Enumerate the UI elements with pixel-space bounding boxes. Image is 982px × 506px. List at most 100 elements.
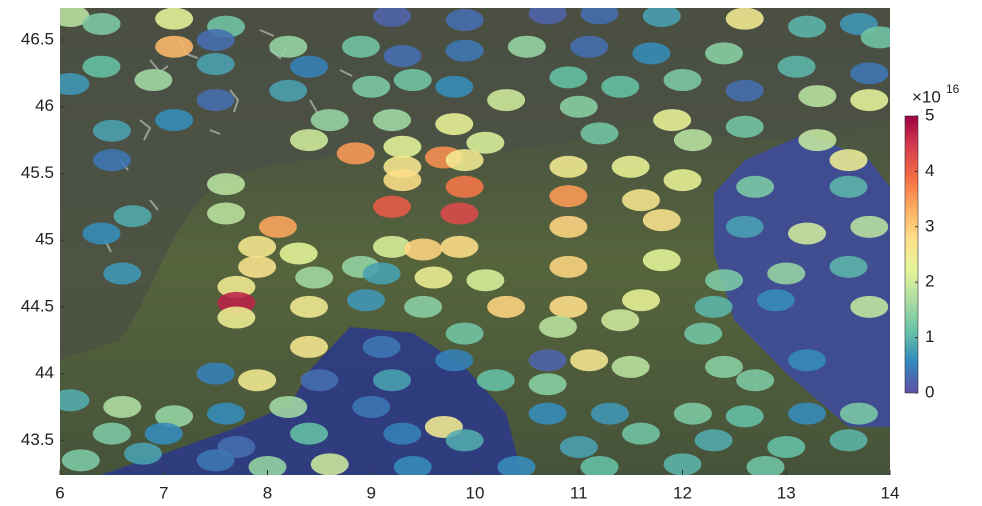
data-ellipse bbox=[788, 16, 826, 38]
data-ellipse bbox=[778, 56, 816, 78]
data-ellipse bbox=[383, 136, 421, 158]
data-ellipse bbox=[238, 256, 276, 278]
data-ellipse bbox=[549, 156, 587, 178]
data-ellipse bbox=[103, 263, 141, 285]
data-ellipse bbox=[290, 336, 328, 358]
data-ellipse bbox=[290, 56, 328, 78]
data-ellipse bbox=[861, 26, 899, 48]
data-ellipse bbox=[674, 129, 712, 151]
data-ellipse bbox=[311, 109, 349, 131]
data-ellipse bbox=[653, 109, 691, 131]
data-ellipse bbox=[726, 216, 764, 238]
data-ellipse bbox=[446, 176, 484, 198]
y-tick-label: 45 bbox=[35, 230, 54, 249]
data-ellipse bbox=[549, 66, 587, 88]
data-ellipse bbox=[664, 69, 702, 91]
data-ellipse bbox=[736, 176, 774, 198]
data-ellipse bbox=[373, 109, 411, 131]
data-ellipse bbox=[788, 222, 826, 244]
data-ellipse bbox=[612, 156, 650, 178]
data-ellipse bbox=[477, 369, 515, 391]
data-ellipse bbox=[373, 369, 411, 391]
data-ellipse bbox=[238, 369, 276, 391]
data-ellipse bbox=[197, 89, 235, 111]
data-ellipse bbox=[269, 36, 307, 58]
data-ellipse bbox=[664, 169, 702, 191]
colorbar bbox=[905, 116, 918, 393]
data-ellipse bbox=[830, 256, 868, 278]
data-ellipse bbox=[570, 36, 608, 58]
x-tick-label: 11 bbox=[570, 483, 588, 502]
data-ellipse bbox=[290, 296, 328, 318]
data-ellipse bbox=[435, 349, 473, 371]
x-tick-label: 12 bbox=[673, 483, 692, 502]
data-ellipse bbox=[155, 109, 193, 131]
colorbar-tick-label: 3 bbox=[925, 216, 934, 235]
y-tick-label: 43.5 bbox=[21, 430, 54, 449]
data-ellipse bbox=[726, 116, 764, 138]
data-ellipse bbox=[197, 363, 235, 385]
data-ellipse bbox=[93, 423, 131, 445]
data-ellipse bbox=[124, 443, 162, 465]
data-ellipse bbox=[93, 149, 131, 171]
data-ellipse bbox=[311, 453, 349, 475]
data-ellipse bbox=[155, 36, 193, 58]
data-ellipse bbox=[197, 53, 235, 75]
data-ellipse bbox=[446, 149, 484, 171]
data-ellipse bbox=[643, 5, 681, 27]
data-ellipse bbox=[435, 113, 473, 135]
data-ellipse bbox=[207, 202, 245, 224]
data-ellipse bbox=[695, 296, 733, 318]
colorbar-tick-label: 0 bbox=[925, 382, 934, 401]
data-ellipse bbox=[383, 169, 421, 191]
data-ellipse bbox=[798, 85, 836, 107]
data-ellipse bbox=[352, 76, 390, 98]
data-ellipse bbox=[145, 423, 183, 445]
data-ellipse bbox=[695, 429, 733, 451]
y-tick-label: 46.5 bbox=[21, 30, 54, 49]
x-tick-label: 10 bbox=[466, 483, 485, 502]
y-tick-label: 44 bbox=[35, 363, 54, 382]
data-ellipse bbox=[684, 323, 722, 345]
x-tick-label: 9 bbox=[367, 483, 376, 502]
data-ellipse bbox=[440, 236, 478, 258]
x-tick-label: 6 bbox=[55, 483, 64, 502]
data-ellipse bbox=[103, 396, 141, 418]
data-ellipse bbox=[446, 40, 484, 62]
data-ellipse bbox=[352, 396, 390, 418]
data-ellipse bbox=[383, 45, 421, 67]
data-ellipse bbox=[705, 269, 743, 291]
data-ellipse bbox=[674, 403, 712, 425]
data-ellipse bbox=[747, 456, 785, 478]
data-ellipse bbox=[466, 269, 504, 291]
data-ellipse bbox=[539, 316, 577, 338]
data-ellipse bbox=[798, 129, 836, 151]
data-ellipse bbox=[612, 356, 650, 378]
data-ellipse bbox=[373, 196, 411, 218]
colorbar-exponent: 16 bbox=[946, 82, 960, 96]
data-ellipse bbox=[373, 5, 411, 27]
data-ellipse bbox=[498, 456, 536, 478]
data-ellipse bbox=[290, 129, 328, 151]
data-ellipse bbox=[337, 142, 375, 164]
y-tick-label: 44.5 bbox=[21, 296, 54, 315]
data-ellipse bbox=[134, 69, 172, 91]
data-ellipse bbox=[383, 423, 421, 445]
x-tick-label: 13 bbox=[777, 483, 796, 502]
data-ellipse bbox=[197, 449, 235, 471]
data-ellipse bbox=[581, 2, 619, 24]
data-ellipse bbox=[415, 267, 453, 289]
data-ellipse bbox=[601, 76, 639, 98]
data-ellipse bbox=[529, 2, 567, 24]
data-ellipse bbox=[549, 256, 587, 278]
data-ellipse bbox=[51, 389, 89, 411]
data-ellipse bbox=[238, 236, 276, 258]
data-ellipse bbox=[705, 42, 743, 64]
map-figure: 6789101112131443.54444.54545.54646.50123… bbox=[0, 0, 982, 506]
data-ellipse bbox=[549, 296, 587, 318]
data-ellipse bbox=[280, 243, 318, 265]
data-ellipse bbox=[342, 36, 380, 58]
data-ellipse bbox=[446, 323, 484, 345]
data-ellipse bbox=[83, 56, 121, 78]
data-ellipse bbox=[62, 449, 100, 471]
